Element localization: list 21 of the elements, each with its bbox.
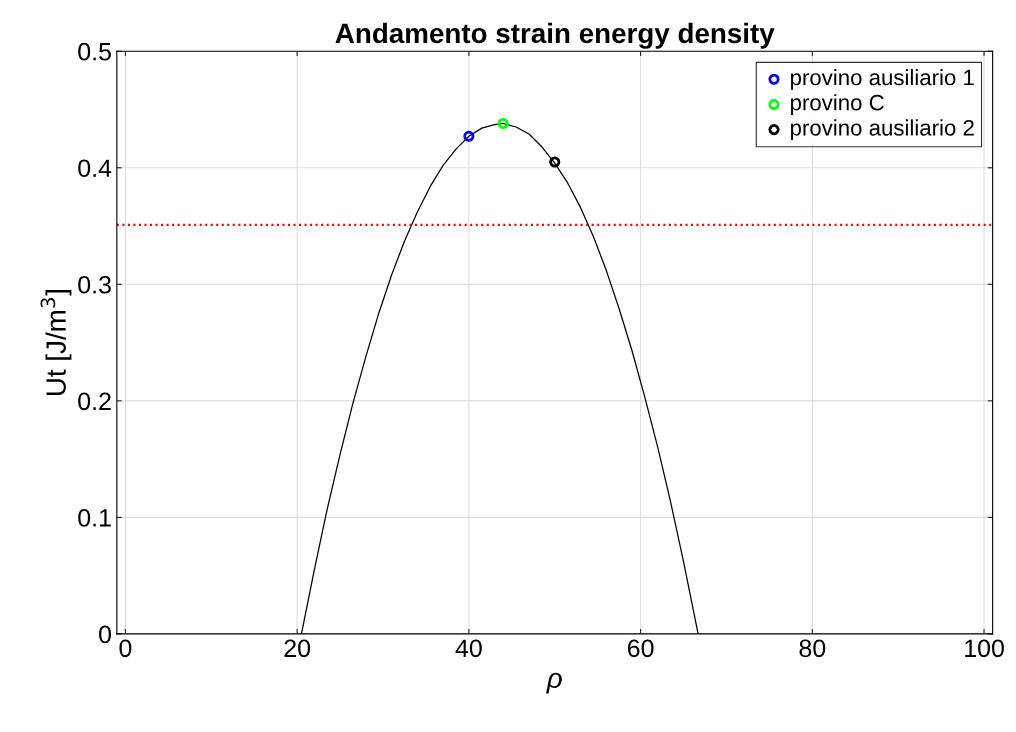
legend-label: provino ausiliario 1 <box>791 69 974 90</box>
x-tick-label: 60 <box>627 639 654 658</box>
point <box>549 156 561 168</box>
y-tick-label: 0.1 <box>78 508 111 527</box>
y-tick-label: 0 <box>99 625 111 644</box>
legend-label: provino C <box>791 94 884 115</box>
x-axis-title: ρ <box>546 672 562 694</box>
x-tick-label: 100 <box>965 639 1004 658</box>
x-tick-label: 80 <box>799 639 826 658</box>
y-tick-label: 0.3 <box>78 275 111 294</box>
y-tick-label: 0.4 <box>78 159 112 178</box>
y-tick-label: 0.5 <box>78 42 111 61</box>
x-tick-label: 0 <box>119 639 132 658</box>
legend-label: provino ausiliario 2 <box>791 119 974 141</box>
chart-title: Andamento strain energy density <box>335 22 775 49</box>
x-tick-label: 20 <box>284 639 311 658</box>
y-axis-title: Ut [J/m$^{3}$] <box>40 290 72 396</box>
point <box>463 130 475 142</box>
point <box>497 117 509 130</box>
y-tick-label: 0.2 <box>78 392 111 411</box>
x-tick-label: 40 <box>455 639 482 658</box>
